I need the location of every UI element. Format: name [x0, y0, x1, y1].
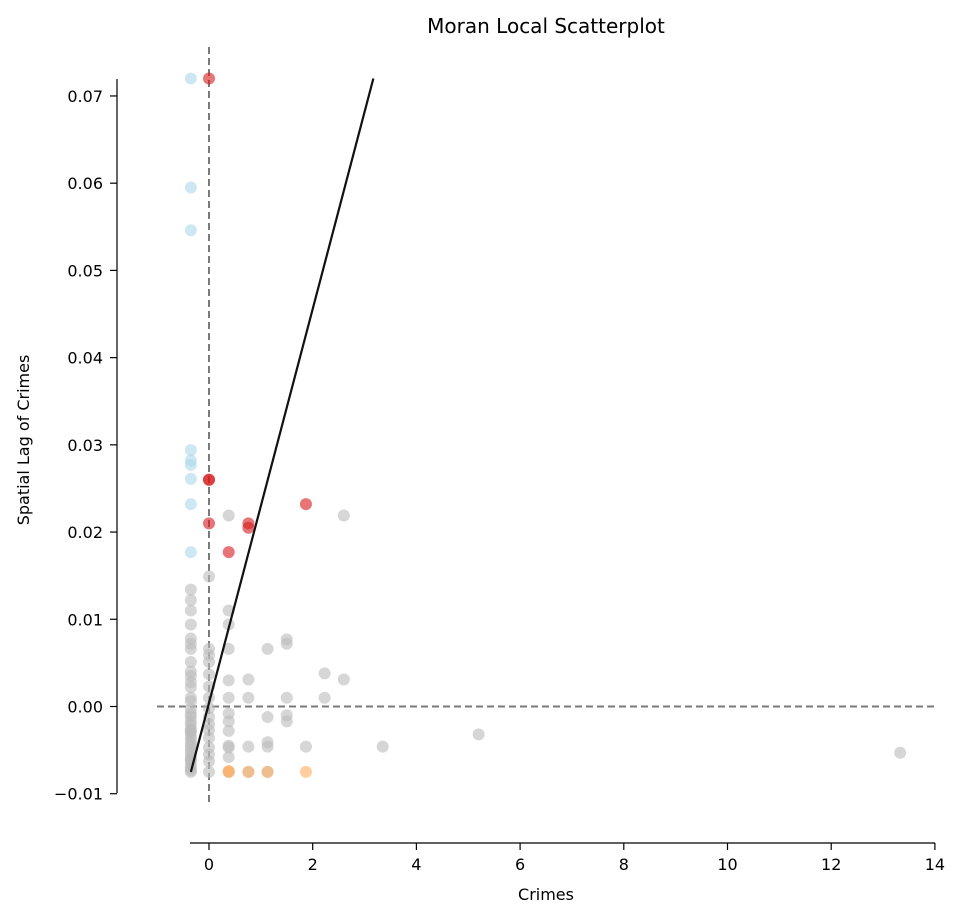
- scatter-point-ns: [261, 710, 274, 723]
- scatter-point-ns: [222, 642, 235, 655]
- scatter-point-ns: [184, 604, 197, 617]
- scatter-points: [184, 72, 907, 778]
- scatter-point-ns: [337, 509, 350, 522]
- x-tick-label: 4: [411, 855, 421, 874]
- scatter-point-ns: [472, 728, 485, 741]
- scatter-point-ns: [242, 673, 255, 686]
- axes: 0 2 4 6 8 10 12 14 −0.01 0.00 0.01 0.02 0.03 0.04 0.0…: [54, 79, 945, 874]
- y-tick-label: 0.07: [67, 87, 103, 106]
- x-tick-label: 0: [204, 855, 214, 874]
- scatter-point-ns: [222, 509, 235, 522]
- reference-lines: [157, 47, 935, 806]
- scatter-point-hl: [242, 765, 255, 778]
- scatter-point-ns: [184, 642, 197, 655]
- scatter-point-ns: [337, 673, 350, 686]
- scatter-point-ns: [222, 691, 235, 704]
- scatter-point-lh: [184, 458, 197, 471]
- x-axis-label: Crimes: [518, 885, 574, 904]
- scatter-point-ns: [261, 740, 274, 753]
- scatter-point-hl: [299, 765, 312, 778]
- scatter-point-ns: [184, 618, 197, 631]
- scatter-point-ns: [203, 570, 215, 583]
- scatter-point-hh: [299, 498, 312, 511]
- x-ticks: 0 2 4 6 8 10 12 14: [204, 843, 945, 874]
- x-tick-label: 2: [308, 855, 318, 874]
- x-tick-label: 12: [821, 855, 841, 874]
- scatter-point-ns: [242, 740, 255, 753]
- scatter-point-ns: [203, 765, 215, 778]
- y-tick-label: 0.01: [67, 610, 103, 629]
- y-ticks: −0.01 0.00 0.01 0.02 0.03 0.04 0.05 0.06 0.07: [54, 87, 117, 804]
- scatter-point-ns: [203, 668, 215, 681]
- scatter-point-lh: [184, 546, 197, 559]
- scatter-point-ns: [222, 751, 235, 764]
- scatter-point-lh: [184, 72, 197, 85]
- scatter-point-ns: [184, 724, 197, 737]
- x-tick-label: 8: [619, 855, 629, 874]
- y-axis-label: Spatial Lag of Crimes: [14, 355, 33, 526]
- scatter-point-lh: [184, 224, 197, 237]
- y-tick-label: 0.03: [67, 436, 103, 455]
- scatter-point-ns: [203, 731, 215, 744]
- scatter-point-ns: [242, 691, 255, 704]
- scatter-point-ns: [222, 741, 235, 754]
- scatter-point-ns: [222, 674, 235, 687]
- x-tick-label: 14: [925, 855, 945, 874]
- scatter-point-ns: [222, 724, 235, 737]
- scatter-point-ns: [184, 583, 197, 596]
- scatter-point-hl: [222, 765, 235, 778]
- scatter-point-ns: [318, 667, 331, 680]
- y-tick-label: −0.01: [54, 785, 103, 804]
- y-tick-label: 0.06: [67, 174, 103, 193]
- scatter-point-ns: [184, 681, 197, 694]
- x-tick-label: 6: [515, 855, 525, 874]
- scatter-point-lh: [184, 498, 197, 511]
- scatter-point-lh: [184, 472, 197, 485]
- scatter-point-ns: [203, 656, 215, 669]
- scatter-point-hh: [222, 546, 235, 559]
- scatter-point-ns: [222, 715, 235, 728]
- scatter-point-ns: [299, 740, 312, 753]
- scatter-point-ns: [203, 755, 215, 768]
- scatter-point-hh: [242, 521, 255, 534]
- scatter-point-hh: [203, 517, 215, 530]
- y-tick-label: 0.05: [67, 261, 103, 280]
- scatter-point-ns: [376, 740, 389, 753]
- y-tick-label: 0.02: [67, 523, 103, 542]
- scatter-point-ns: [280, 715, 293, 728]
- scatter-point-hh: [203, 473, 215, 486]
- scatter-point-lh: [184, 181, 197, 194]
- y-tick-label: 0.00: [67, 698, 103, 717]
- scatter-point-ns: [318, 691, 331, 704]
- scatter-point-ns: [280, 691, 293, 704]
- scatter-point-hl: [261, 765, 274, 778]
- scatter-point-hh: [203, 72, 215, 85]
- scatter-point-ns: [184, 594, 197, 607]
- scatter-point-ns: [280, 637, 293, 650]
- scatter-point-ns: [184, 656, 197, 669]
- fit-line: [189, 78, 375, 773]
- scatter-point-lh: [184, 444, 197, 457]
- y-tick-label: 0.04: [67, 349, 103, 368]
- scatter-point-ns: [261, 642, 274, 655]
- x-tick-label: 10: [717, 855, 737, 874]
- chart-title: Moran Local Scatterplot: [427, 14, 665, 38]
- scatter-point-ns: [894, 746, 907, 759]
- fit-line-group: [189, 78, 375, 773]
